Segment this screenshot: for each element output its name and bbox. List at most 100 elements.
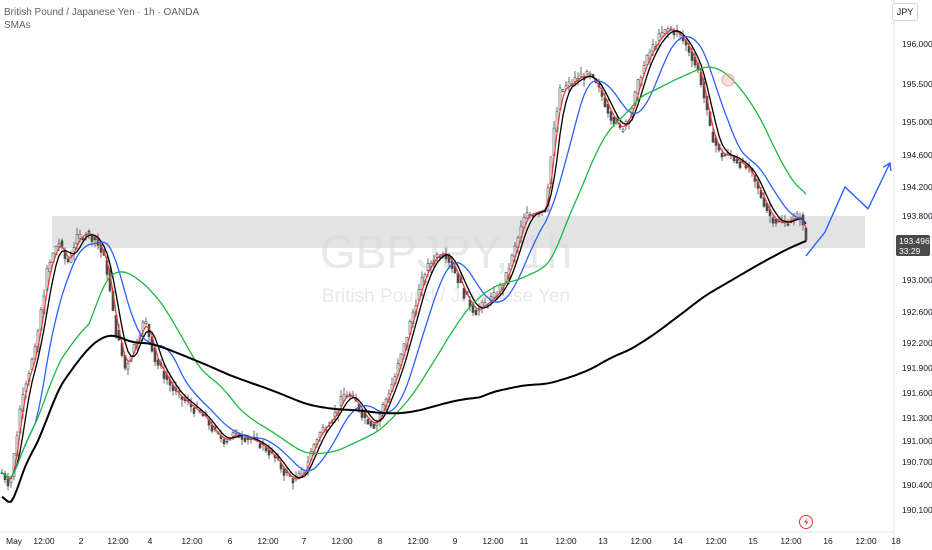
highlight-marker[interactable] [721, 73, 735, 87]
price-tick-label: 191.900 [902, 363, 932, 373]
projection-arrowhead [882, 161, 892, 171]
lightning-icon[interactable] [799, 515, 813, 529]
candle [660, 26, 664, 39]
candle [6, 472, 10, 491]
time-tick-label: 11 [520, 536, 529, 546]
price-tick-label: 195.000 [902, 117, 932, 127]
price-tick-label: 194.600 [902, 150, 932, 160]
time-tick-label: 12:00 [705, 536, 727, 546]
time-tick-label: 12:00 [33, 536, 55, 546]
candle [525, 206, 529, 219]
time-tick-label: 12:00 [555, 536, 577, 546]
candle [804, 226, 808, 243]
candle [351, 390, 355, 397]
candle [579, 66, 583, 78]
watermark-name: British Pound / Japanese Yen [322, 286, 570, 307]
last-price-badge: 193.496 33:29 [896, 235, 930, 256]
candle [282, 466, 286, 482]
candle [471, 303, 475, 316]
support-zone-layer [52, 216, 865, 248]
support-zone[interactable] [52, 216, 865, 248]
projection-layer [805, 161, 892, 257]
chart-legend: British Pound / Japanese Yen · 1h · OAND… [4, 6, 199, 32]
candle [126, 360, 130, 376]
time-tick-label: 12:00 [107, 536, 129, 546]
candle [3, 470, 7, 484]
price-tick-label: 195.500 [902, 79, 932, 89]
indicator-label[interactable]: SMAs [4, 20, 31, 31]
price-tick-label: 191.000 [902, 436, 932, 446]
candle [774, 218, 778, 227]
candle [609, 110, 613, 125]
price-tick-label: 192.200 [902, 338, 932, 348]
candle [192, 405, 196, 417]
candle [645, 53, 649, 67]
moving-averages-layer [1, 29, 807, 503]
symbol-title[interactable]: British Pound / Japanese Yen · 1h · OAND… [4, 7, 200, 18]
last-price-value: 193.496 [899, 236, 930, 246]
candle [480, 299, 484, 314]
marker-layer [721, 73, 735, 87]
time-tick-label: 12:00 [630, 536, 652, 546]
time-tick-label: 7 [302, 536, 307, 546]
candle [561, 89, 565, 93]
time-tick-label: 14 [673, 536, 683, 546]
price-tick-label: 193.000 [902, 275, 932, 285]
time-tick-label: 8 [378, 536, 383, 546]
price-tick-label: 194.200 [902, 182, 932, 192]
price-tick-label: 196.000 [902, 39, 932, 49]
time-tick-label: 9 [453, 536, 458, 546]
price-tick-label: 190.400 [902, 480, 932, 490]
candle [738, 160, 742, 170]
time-tick-label: 15 [748, 536, 758, 546]
candle [621, 128, 625, 134]
candle [222, 438, 226, 447]
price-tick-label: 191.300 [902, 413, 932, 423]
sma-short-black-line[interactable] [1, 30, 807, 479]
time-tick-label: May [6, 536, 23, 546]
price-tick-label: 190.100 [902, 505, 932, 515]
candle [366, 416, 370, 425]
candle [291, 476, 295, 490]
price-tick-label: 190.700 [902, 457, 932, 467]
time-tick-label: 12:00 [181, 536, 203, 546]
candle [156, 357, 160, 370]
candle [162, 364, 166, 384]
time-tick-label: 4 [148, 536, 153, 546]
candle [786, 219, 790, 227]
candle [462, 286, 466, 301]
candle [240, 431, 244, 445]
price-tick-label: 192.600 [902, 307, 932, 317]
price-axis[interactable]: 196.000 195.500 195.000 194.600 194.200 193.8… [902, 39, 932, 515]
projection-arrow[interactable] [805, 162, 891, 257]
time-tick-label: 12:00 [482, 536, 504, 546]
price-tick-label: 191.600 [902, 388, 932, 398]
time-tick-label: 12:00 [407, 536, 429, 546]
time-tick-label: 12:00 [780, 536, 802, 546]
time-tick-label: 12:00 [331, 536, 353, 546]
sma-blue-line[interactable] [1, 35, 807, 478]
time-axis[interactable]: May 12:00 2 12:00 4 12:00 6 12:00 7 12:00 8 12:00 9 1… [6, 536, 901, 546]
candle [144, 317, 148, 326]
candle [492, 285, 496, 300]
candle [369, 420, 373, 429]
price-tick-label: 193.800 [902, 211, 932, 221]
time-tick-label: 12:00 [257, 536, 279, 546]
time-tick-label: 13 [598, 536, 608, 546]
candle [585, 69, 589, 75]
candle [657, 28, 661, 48]
candle [435, 251, 439, 262]
bar-countdown: 33:29 [899, 246, 921, 256]
currency-button[interactable]: JPY [892, 3, 918, 21]
candle [771, 214, 775, 228]
candle [573, 71, 577, 87]
sma-green-line[interactable] [1, 66, 807, 478]
sma-red-line[interactable] [1, 29, 807, 480]
sma-long-black-line[interactable] [1, 240, 807, 503]
time-tick-label: 2 [79, 536, 84, 546]
time-tick-label: 18 [891, 536, 901, 546]
candle [258, 442, 262, 449]
